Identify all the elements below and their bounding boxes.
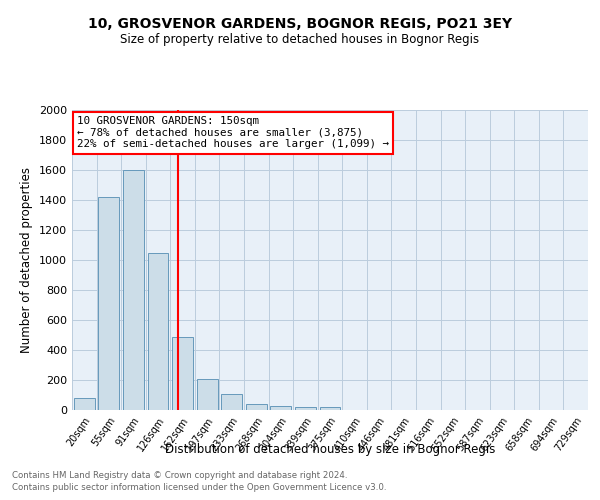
- Bar: [197, 379, 218, 410]
- Bar: [148, 252, 169, 410]
- Text: 10, GROSVENOR GARDENS, BOGNOR REGIS, PO21 3EY: 10, GROSVENOR GARDENS, BOGNOR REGIS, PO2…: [88, 18, 512, 32]
- Bar: [123, 170, 144, 410]
- Text: Contains HM Land Registry data © Crown copyright and database right 2024.: Contains HM Land Registry data © Crown c…: [12, 470, 347, 480]
- Bar: [221, 394, 242, 410]
- Y-axis label: Number of detached properties: Number of detached properties: [20, 167, 34, 353]
- Bar: [271, 406, 292, 410]
- Bar: [74, 398, 95, 410]
- Bar: [295, 406, 316, 410]
- Text: Distribution of detached houses by size in Bognor Regis: Distribution of detached houses by size …: [165, 442, 495, 456]
- Text: 10 GROSVENOR GARDENS: 150sqm
← 78% of detached houses are smaller (3,875)
22% of: 10 GROSVENOR GARDENS: 150sqm ← 78% of de…: [77, 116, 389, 149]
- Text: Size of property relative to detached houses in Bognor Regis: Size of property relative to detached ho…: [121, 32, 479, 46]
- Bar: [246, 404, 267, 410]
- Text: Contains public sector information licensed under the Open Government Licence v3: Contains public sector information licen…: [12, 483, 386, 492]
- Bar: [98, 197, 119, 410]
- Bar: [320, 408, 340, 410]
- Bar: [172, 336, 193, 410]
